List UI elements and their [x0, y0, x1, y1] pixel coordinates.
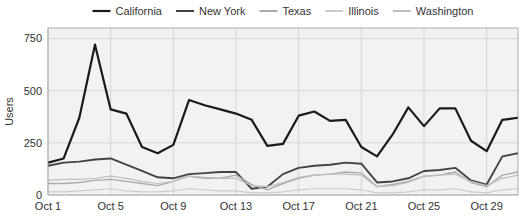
x-tick-label: Oct 5 [98, 200, 124, 212]
grid-line [110, 28, 111, 195]
grid-line [486, 28, 487, 195]
x-tick-label: Oct 9 [160, 200, 186, 212]
series-line [48, 189, 518, 193]
legend-label: Texas [283, 5, 312, 17]
legend-label: Washington [416, 5, 474, 17]
legend-label: California [116, 5, 163, 17]
y-tick-label: 750 [24, 32, 42, 44]
x-tick-label: Oct 17 [282, 200, 314, 212]
x-tick-label: Oct 13 [220, 200, 252, 212]
x-tick-label: Oct 21 [345, 200, 377, 212]
y-axis-label: Users [3, 97, 15, 126]
legend-item: Texas [260, 5, 312, 17]
x-tick-label: Oct 25 [408, 200, 440, 212]
legend-label: New York [199, 5, 246, 17]
legend-swatch [325, 10, 343, 12]
series-line [48, 45, 518, 163]
grid-line [48, 90, 518, 91]
legend-item: Washington [393, 5, 474, 17]
series-lines [48, 45, 518, 193]
series-line [48, 172, 518, 190]
chart: 0250500750Oct 1Oct 5Oct 9Oct 13Oct 17Oct… [0, 0, 532, 217]
legend-label: Illinois [348, 5, 379, 17]
grid-line [361, 28, 362, 195]
legend-swatch [93, 10, 111, 12]
plot-area [48, 28, 518, 195]
x-tick-label: Oct 1 [35, 200, 61, 212]
grid [48, 28, 518, 195]
grid-line [173, 28, 174, 195]
x-tick-label: Oct 29 [470, 200, 502, 212]
legend-item: Illinois [325, 5, 379, 17]
legend-swatch [176, 10, 194, 12]
grid-line [48, 38, 518, 39]
y-tick-label: 250 [24, 137, 42, 149]
grid-line [424, 28, 425, 195]
legend: California New York Texas Illinois Washingto… [93, 5, 474, 17]
legend-item: New York [176, 5, 246, 17]
series-line [48, 174, 518, 187]
y-tick-label: 500 [24, 85, 42, 97]
grid-line [298, 28, 299, 195]
legend-swatch [393, 10, 411, 12]
grid-line [236, 28, 237, 195]
plot-frame [48, 28, 518, 195]
legend-swatch [260, 10, 278, 12]
legend-item: California [93, 5, 163, 17]
